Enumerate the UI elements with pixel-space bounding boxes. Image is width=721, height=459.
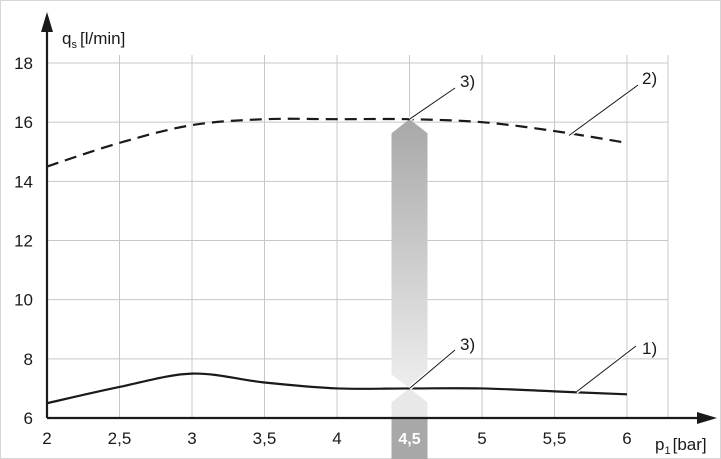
x-tick-label: 3 bbox=[187, 429, 196, 448]
x-tick-label: 6 bbox=[622, 429, 631, 448]
callout-line bbox=[409, 349, 456, 389]
x-tick-label: 2 bbox=[42, 429, 51, 448]
x-axis-title: p1 [bar] bbox=[655, 435, 707, 457]
callout-label: 2) bbox=[642, 69, 657, 88]
x-tick-label: 4 bbox=[332, 429, 341, 448]
x-tick-label: 5,5 bbox=[543, 429, 567, 448]
series-group bbox=[46, 117, 628, 405]
callout-label: 3) bbox=[460, 72, 475, 91]
callout-label: 1) bbox=[642, 339, 657, 358]
highlight-band-lower bbox=[391, 388, 428, 418]
y-tick-label: 14 bbox=[14, 172, 33, 191]
y-tick-label: 12 bbox=[14, 232, 33, 251]
y-tick-label: 6 bbox=[24, 409, 33, 428]
y-tick-label: 8 bbox=[24, 350, 33, 369]
y-axis-title: qs [l/min] bbox=[62, 29, 125, 51]
annotations: 3) 3) 2) 1) bbox=[408, 69, 657, 394]
callout-line bbox=[409, 87, 456, 120]
x-tick-label: 2,5 bbox=[108, 429, 132, 448]
y-tick-label: 18 bbox=[14, 54, 33, 73]
series-line-1 bbox=[46, 372, 628, 405]
callout-line bbox=[575, 345, 637, 393]
series-line-2 bbox=[46, 117, 628, 168]
callout-line bbox=[568, 84, 639, 136]
x-tick-label: 3,5 bbox=[253, 429, 277, 448]
axes bbox=[41, 12, 717, 424]
x-tick-label: 5 bbox=[477, 429, 486, 448]
grid bbox=[47, 55, 669, 418]
highlight-band-upper bbox=[391, 119, 428, 389]
y-tick-label: 10 bbox=[14, 291, 33, 310]
x-axis-arrow bbox=[697, 412, 717, 424]
callout-label: 3) bbox=[460, 335, 475, 354]
y-tick-label: 16 bbox=[14, 113, 33, 132]
highlight-band bbox=[391, 119, 428, 459]
x-tick-label: 4,5 bbox=[398, 431, 420, 448]
y-axis-arrow bbox=[41, 12, 53, 32]
tick-labels: 2 2,5 3 3,5 4 4,5 5 5,5 6 6 8 10 12 14 16 18 bbox=[14, 54, 632, 448]
highlight-band-label-box bbox=[391, 419, 428, 459]
